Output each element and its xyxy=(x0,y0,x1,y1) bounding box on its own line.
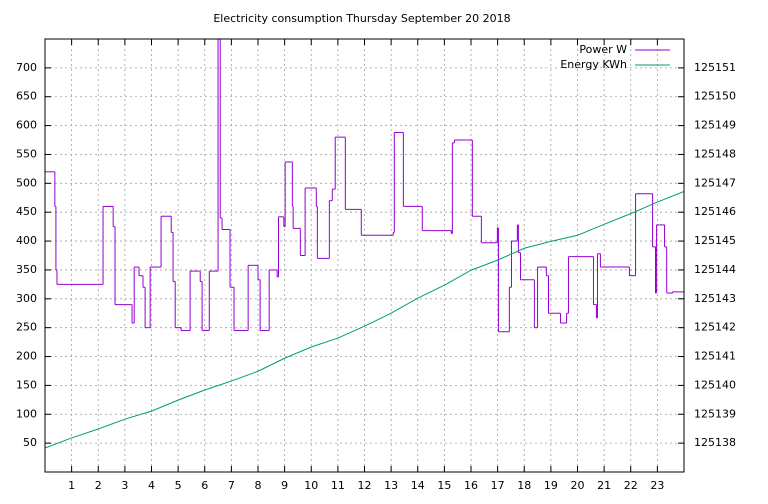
x-tick-label: 19 xyxy=(544,479,558,492)
x-tick-label: 2 xyxy=(95,479,102,492)
x-tick-label: 7 xyxy=(228,479,235,492)
x-tick-label: 3 xyxy=(121,479,128,492)
chart-title: Electricity consumption Thursday Septemb… xyxy=(213,12,510,25)
y-tick-label: 400 xyxy=(16,234,37,247)
y2-tick-label: 125146 xyxy=(694,205,736,218)
x-tick-label: 5 xyxy=(175,479,182,492)
y-tick-label: 350 xyxy=(16,263,37,276)
x-tick-label: 8 xyxy=(255,479,262,492)
y-tick-label: 550 xyxy=(16,147,37,160)
x-tick-label: 20 xyxy=(571,479,585,492)
legend-label: Energy KWh xyxy=(560,58,627,71)
x-tick-label: 23 xyxy=(650,479,664,492)
y2-tick-label: 125142 xyxy=(694,321,736,334)
y-tick-label: 200 xyxy=(16,350,37,363)
x-tick-label: 4 xyxy=(148,479,155,492)
legend-label: Power W xyxy=(579,43,627,56)
x-tick-label: 17 xyxy=(491,479,505,492)
y2-tick-label: 125145 xyxy=(694,234,736,247)
y2-tick-label: 125149 xyxy=(694,119,736,132)
x-tick-label: 6 xyxy=(201,479,208,492)
x-tick-label: 11 xyxy=(331,479,345,492)
y-tick-label: 100 xyxy=(16,407,37,420)
y-tick-label: 700 xyxy=(16,61,37,74)
x-tick-label: 22 xyxy=(624,479,638,492)
y-tick-label: 300 xyxy=(16,292,37,305)
x-tick-label: 18 xyxy=(517,479,531,492)
x-tick-label: 13 xyxy=(384,479,398,492)
y-tick-label: 250 xyxy=(16,321,37,334)
y2-tick-label: 125138 xyxy=(694,436,736,449)
x-tick-label: 10 xyxy=(304,479,318,492)
y2-tick-label: 125143 xyxy=(694,292,736,305)
y-tick-label: 600 xyxy=(16,119,37,132)
y2-tick-label: 125147 xyxy=(694,176,736,189)
plot-border xyxy=(44,38,685,473)
x-tick-label: 12 xyxy=(358,479,372,492)
y2-tick-label: 125141 xyxy=(694,350,736,363)
y2-tick-label: 125139 xyxy=(694,407,736,420)
y-tick-label: 150 xyxy=(16,378,37,391)
x-tick-label: 16 xyxy=(464,479,478,492)
y2-tick-label: 125150 xyxy=(694,90,736,103)
y2-tick-label: 125144 xyxy=(694,263,736,276)
x-tick-label: 21 xyxy=(597,479,611,492)
y-tick-label: 450 xyxy=(16,205,37,218)
energy-line xyxy=(45,190,684,449)
step-riser xyxy=(54,39,674,332)
y2-tick-label: 125140 xyxy=(694,378,736,391)
x-tick-label: 1 xyxy=(68,479,75,492)
x-tick-label: 15 xyxy=(437,479,451,492)
x-tick-label: 9 xyxy=(281,479,288,492)
y2-tick-label: 125148 xyxy=(694,147,736,160)
y-tick-label: 650 xyxy=(16,90,37,103)
y-tick-label: 500 xyxy=(16,176,37,189)
y2-tick-label: 125151 xyxy=(694,61,736,74)
x-tick-label: 14 xyxy=(411,479,425,492)
y-tick-label: 50 xyxy=(23,436,37,449)
